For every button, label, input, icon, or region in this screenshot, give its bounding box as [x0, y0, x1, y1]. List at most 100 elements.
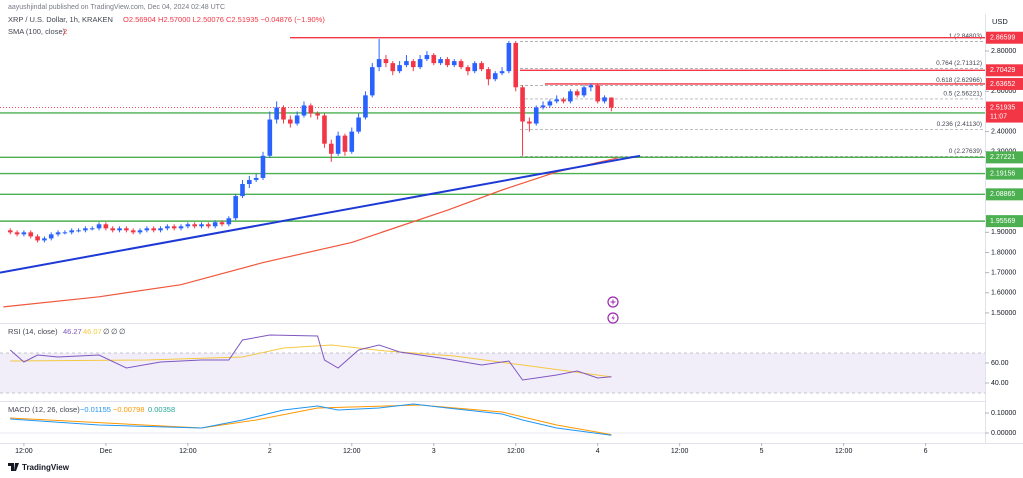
candle-body: [451, 61, 457, 66]
candle-body: [431, 55, 437, 64]
candle-body: [438, 59, 443, 64]
candle-body: [260, 155, 266, 178]
fib-label: 0.764 (2.71312): [936, 60, 982, 67]
x-tick-label: 3: [432, 448, 436, 455]
rsi-legend-value: ∅: [111, 327, 118, 336]
candle-body: [349, 131, 355, 152]
level-price-box: [986, 188, 1023, 201]
candle-body: [165, 226, 170, 229]
current-price-box: [986, 101, 1023, 123]
candle-body: [506, 42, 512, 72]
add-icon[interactable]: [607, 296, 619, 308]
candle-body: [240, 183, 245, 197]
candle-body: [233, 196, 238, 219]
candle-body: [42, 238, 47, 241]
rsi-legend-value: ∅: [119, 327, 126, 336]
indicator-value: 2: [63, 27, 67, 36]
fib-label: 0.236 (2.41130): [937, 121, 982, 128]
candle-body: [7, 230, 13, 233]
level-price-box: [986, 215, 1023, 228]
x-tick-label: 12:00: [15, 448, 33, 455]
candle-body: [253, 177, 259, 180]
macd-legend-value: 0.00358: [148, 405, 175, 414]
current-price-label: 2.51935: [990, 104, 1015, 111]
candle-body: [568, 91, 573, 102]
x-tick-label: 12:00: [179, 448, 197, 455]
candle-body: [21, 232, 27, 235]
trend-line: [0, 154, 641, 274]
candle-body: [458, 61, 464, 68]
candle-body: [199, 224, 204, 227]
candle-body: [69, 230, 75, 233]
candle-body: [83, 228, 88, 231]
level-price-box: [986, 167, 1023, 180]
macd-line: [10, 403, 612, 436]
candle-body: [226, 218, 232, 225]
rsi-legend: RSI (14, close): [8, 327, 58, 336]
fib-label: 0.5 (2.56221): [943, 91, 982, 98]
candle-body: [124, 228, 129, 231]
fib-label: 0.618 (2.62966): [936, 77, 982, 84]
candle-body: [288, 119, 293, 124]
candle-body: [267, 119, 273, 156]
candle-body: [28, 232, 34, 237]
level-price-box: [986, 64, 1023, 77]
candle-body: [547, 101, 553, 106]
y-tick-label: 2.80000: [991, 48, 1016, 55]
candle-body: [335, 135, 341, 154]
candle-body: [492, 73, 498, 80]
candle-body: [581, 87, 587, 96]
level-price-label: 2.86599: [990, 35, 1015, 42]
candle-body: [151, 228, 156, 231]
candle-body: [76, 230, 81, 232]
candle-body: [465, 67, 471, 72]
candle-body: [274, 107, 279, 120]
fib-label: 0 (2.27639): [949, 148, 982, 155]
candle-body: [14, 232, 20, 235]
level-price-label: 2.63652: [990, 81, 1015, 88]
logo: [8, 463, 19, 471]
candle-body: [602, 97, 607, 102]
candle-body: [110, 228, 116, 231]
x-tick-label: 4: [596, 448, 600, 455]
candle-body: [315, 113, 320, 116]
publisher: aayushjindal published on TradingView.co…: [8, 4, 225, 11]
level-price-label: 2.19156: [990, 170, 1015, 177]
candle-body: [513, 42, 519, 88]
candle-body: [130, 230, 136, 233]
macd-legend-value: −0.00798: [113, 405, 145, 414]
candle-body: [609, 97, 614, 108]
candle-body: [322, 115, 327, 144]
ohlc-legend: O2.56904 H2.57000 L2.50076 C2.51935 −0.0…: [123, 15, 325, 24]
candle-body: [561, 99, 566, 102]
level-price-label: 2.08865: [990, 191, 1015, 198]
x-tick-label: 12:00: [671, 448, 689, 455]
level-price-label: 1.95569: [990, 218, 1015, 225]
candle-body: [356, 117, 361, 132]
candle-body: [479, 63, 484, 70]
y-tick-label: 1.50000: [991, 310, 1016, 317]
x-tick-label: Dec: [100, 448, 113, 455]
alert-icon[interactable]: [607, 312, 619, 324]
currency: USD: [992, 17, 1008, 26]
level-price-box: [986, 31, 1023, 44]
x-tick-label: 12:00: [835, 448, 853, 455]
candle-body: [294, 115, 300, 124]
candle-body: [369, 67, 375, 96]
candle-body: [486, 69, 491, 80]
candle-body: [96, 224, 102, 229]
candle-body: [383, 59, 389, 64]
candle-body: [533, 107, 539, 124]
logo-text: TradingView: [22, 463, 70, 472]
rsi-legend-value: 46.07: [83, 327, 102, 336]
level-price-label: 2.27221: [990, 154, 1015, 161]
countdown: 11:07: [990, 113, 1007, 120]
candle-body: [192, 224, 197, 227]
x-tick-label: 6: [924, 448, 928, 455]
y-tick-label: 1.60000: [991, 290, 1016, 297]
candle-body: [103, 224, 109, 229]
y-tick-label: 60.00: [991, 360, 1009, 367]
candle-body: [342, 135, 348, 152]
rsi-legend-value: ∅: [103, 327, 110, 336]
